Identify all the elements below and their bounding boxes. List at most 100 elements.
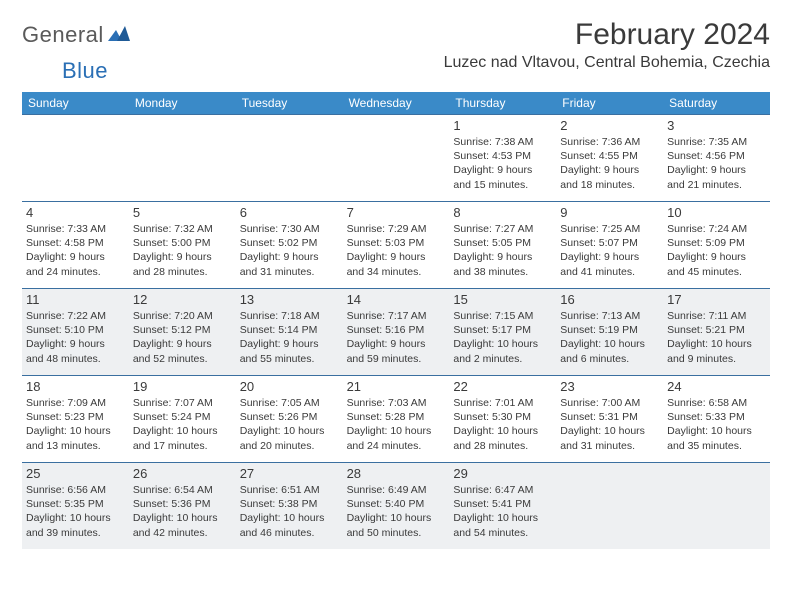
daylight-text: Daylight: 9 hours and 21 minutes. [667,163,766,191]
title-block: February 2024 Luzec nad Vltavou, Central… [444,18,770,72]
day-number: 29 [453,466,552,481]
sunrise-text: Sunrise: 7:36 AM [560,135,659,149]
sunrise-text: Sunrise: 7:07 AM [133,396,232,410]
sunset-text: Sunset: 5:12 PM [133,323,232,337]
sunset-text: Sunset: 5:05 PM [453,236,552,250]
sunset-text: Sunset: 4:56 PM [667,149,766,163]
day-info: Sunrise: 7:25 AMSunset: 5:07 PMDaylight:… [560,222,659,279]
sunrise-text: Sunrise: 7:35 AM [667,135,766,149]
calendar-cell: 10Sunrise: 7:24 AMSunset: 5:09 PMDayligh… [663,202,770,288]
sunrise-text: Sunrise: 7:11 AM [667,309,766,323]
calendar-cell: 9 Sunrise: 7:25 AMSunset: 5:07 PMDaylight… [556,202,663,288]
day-header-sunday: Sunday [22,92,129,114]
daylight-text: Daylight: 9 hours and 18 minutes. [560,163,659,191]
sunset-text: Sunset: 5:31 PM [560,410,659,424]
week-row: 11Sunrise: 7:22 AMSunset: 5:10 PMDayligh… [22,288,770,375]
day-number: 2 [560,118,659,133]
day-info: Sunrise: 7:07 AMSunset: 5:24 PMDaylight:… [133,396,232,453]
day-info: Sunrise: 7:18 AMSunset: 5:14 PMDaylight:… [240,309,339,366]
sunrise-text: Sunrise: 7:00 AM [560,396,659,410]
sunset-text: Sunset: 5:36 PM [133,497,232,511]
sunset-text: Sunset: 5:33 PM [667,410,766,424]
calendar-cell: 22 Sunrise: 7:01 AMSunset: 5:30 PMDayligh… [449,376,556,462]
weeks-container: 1Sunrise: 7:38 AMSunset: 4:53 PMDaylight… [22,114,770,549]
day-info: Sunrise: 6:58 AMSunset: 5:33 PMDaylight:… [667,396,766,453]
day-number: 28 [347,466,446,481]
sunset-text: Sunset: 5:19 PM [560,323,659,337]
calendar-cell: 20Sunrise: 7:05 AMSunset: 5:26 PMDayligh… [236,376,343,462]
day-number: 1 [453,118,552,133]
day-info: Sunrise: 7:27 AMSunset: 5:05 PMDaylight:… [453,222,552,279]
day-number: 8 [453,205,552,220]
daylight-text: Daylight: 9 hours and 38 minutes. [453,250,552,278]
day-number: 4 [26,205,125,220]
week-row: 1Sunrise: 7:38 AMSunset: 4:53 PMDaylight… [22,114,770,201]
location: Luzec nad Vltavou, Central Bohemia, Czec… [444,54,770,72]
sunrise-text: Sunrise: 6:56 AM [26,483,125,497]
daylight-text: Daylight: 10 hours and 20 minutes. [240,424,339,452]
calendar-cell: 2Sunrise: 7:36 AMSunset: 4:55 PMDaylight… [556,115,663,201]
sunset-text: Sunset: 5:40 PM [347,497,446,511]
day-header-row: Sunday Monday Tuesday Wednesday Thursday… [22,92,770,114]
sunrise-text: Sunrise: 7:20 AM [133,309,232,323]
daylight-text: Daylight: 10 hours and 17 minutes. [133,424,232,452]
daylight-text: Daylight: 10 hours and 24 minutes. [347,424,446,452]
day-number: 22 [453,379,552,394]
day-number: 12 [133,292,232,307]
sunset-text: Sunset: 5:17 PM [453,323,552,337]
day-info: Sunrise: 7:00 AMSunset: 5:31 PMDaylight:… [560,396,659,453]
day-number: 25 [26,466,125,481]
sunrise-text: Sunrise: 6:58 AM [667,396,766,410]
sunrise-text: Sunrise: 7:22 AM [26,309,125,323]
day-info: Sunrise: 7:11 AMSunset: 5:21 PMDaylight:… [667,309,766,366]
calendar-cell: 27Sunrise: 6:51 AMSunset: 5:38 PMDayligh… [236,463,343,549]
sunrise-text: Sunrise: 7:03 AM [347,396,446,410]
month-title: February 2024 [444,18,770,52]
sunset-text: Sunset: 5:23 PM [26,410,125,424]
daylight-text: Daylight: 10 hours and 46 minutes. [240,511,339,539]
sunrise-text: Sunrise: 7:24 AM [667,222,766,236]
sunrise-text: Sunrise: 7:01 AM [453,396,552,410]
day-info: Sunrise: 7:03 AMSunset: 5:28 PMDaylight:… [347,396,446,453]
calendar-cell: 4 Sunrise: 7:33 AMSunset: 4:58 PMDaylight… [22,202,129,288]
sunrise-text: Sunrise: 7:13 AM [560,309,659,323]
day-number: 24 [667,379,766,394]
daylight-text: Daylight: 9 hours and 52 minutes. [133,337,232,365]
day-number: 3 [667,118,766,133]
day-number: 18 [26,379,125,394]
calendar-cell: 25Sunrise: 6:56 AMSunset: 5:35 PMDayligh… [22,463,129,549]
calendar-cell: 1Sunrise: 7:38 AMSunset: 4:53 PMDaylight… [449,115,556,201]
sunset-text: Sunset: 5:24 PM [133,410,232,424]
logo-text-blue: Blue [62,58,108,83]
calendar-cell: 15 Sunrise: 7:15 AMSunset: 5:17 PMDayligh… [449,289,556,375]
day-info: Sunrise: 7:01 AMSunset: 5:30 PMDaylight:… [453,396,552,453]
day-number: 9 [560,205,659,220]
day-number: 15 [453,292,552,307]
daylight-text: Daylight: 10 hours and 9 minutes. [667,337,766,365]
sunset-text: Sunset: 5:00 PM [133,236,232,250]
calendar-cell [129,115,236,201]
sunrise-text: Sunrise: 7:15 AM [453,309,552,323]
sunset-text: Sunset: 5:02 PM [240,236,339,250]
daylight-text: Daylight: 9 hours and 24 minutes. [26,250,125,278]
logo-mark-icon [108,24,130,47]
day-info: Sunrise: 7:32 AMSunset: 5:00 PMDaylight:… [133,222,232,279]
calendar-cell: 26Sunrise: 6:54 AMSunset: 5:36 PMDayligh… [129,463,236,549]
daylight-text: Daylight: 10 hours and 2 minutes. [453,337,552,365]
daylight-text: Daylight: 9 hours and 41 minutes. [560,250,659,278]
calendar-cell: 28Sunrise: 6:49 AMSunset: 5:40 PMDayligh… [343,463,450,549]
sunrise-text: Sunrise: 7:32 AM [133,222,232,236]
daylight-text: Daylight: 10 hours and 50 minutes. [347,511,446,539]
day-number: 6 [240,205,339,220]
sunrise-text: Sunrise: 7:25 AM [560,222,659,236]
calendar-cell: 12 Sunrise: 7:20 AMSunset: 5:12 PMDayligh… [129,289,236,375]
day-info: Sunrise: 6:51 AMSunset: 5:38 PMDaylight:… [240,483,339,540]
day-info: Sunrise: 7:33 AMSunset: 4:58 PMDaylight:… [26,222,125,279]
calendar-cell: 23Sunrise: 7:00 AMSunset: 5:31 PMDayligh… [556,376,663,462]
day-number: 17 [667,292,766,307]
daylight-text: Daylight: 10 hours and 42 minutes. [133,511,232,539]
day-info: Sunrise: 7:09 AMSunset: 5:23 PMDaylight:… [26,396,125,453]
day-number: 14 [347,292,446,307]
sunset-text: Sunset: 5:14 PM [240,323,339,337]
day-info: Sunrise: 7:22 AMSunset: 5:10 PMDaylight:… [26,309,125,366]
